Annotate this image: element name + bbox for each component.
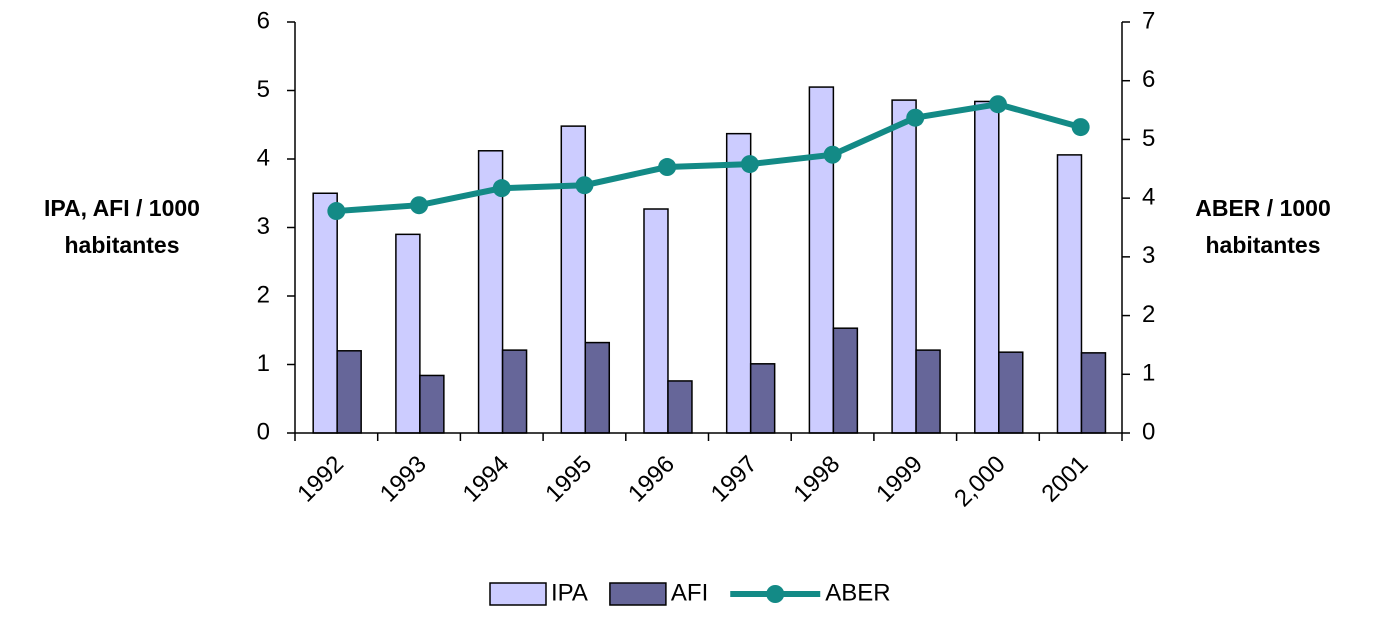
bar [1080, 352, 1107, 434]
y2-tick-label: 7 [1142, 7, 1155, 34]
bar [1056, 154, 1083, 434]
x-tick-label: 2001 [1037, 451, 1094, 508]
y-tick-label: 6 [257, 7, 270, 34]
legend-marker [766, 585, 785, 603]
y2-axis-title: ABER / 1000 [1195, 195, 1331, 221]
line-point [327, 202, 346, 221]
line-point [1071, 118, 1090, 137]
y2-tick-label: 5 [1142, 125, 1155, 152]
legend-swatch [609, 582, 667, 606]
line-point [575, 176, 594, 195]
x-tick-label: 1996 [623, 451, 680, 508]
legend-label: ABER [825, 579, 890, 606]
bar [974, 100, 1000, 434]
y-tick-label: 0 [257, 418, 270, 445]
line-point [658, 158, 677, 177]
x-tick-label: 1998 [788, 451, 845, 508]
bar [501, 349, 528, 434]
bar [808, 86, 835, 434]
y-tick-label: 2 [257, 281, 270, 308]
bar [643, 208, 669, 434]
bar [336, 350, 362, 434]
y-tick-label: 1 [257, 350, 270, 377]
y-tick-label: 4 [257, 144, 270, 171]
line [336, 101, 1082, 215]
y2-tick-label: 4 [1142, 183, 1155, 210]
bar [667, 380, 693, 434]
line-point [410, 196, 429, 215]
y2-axis-title: habitantes [1205, 232, 1320, 258]
line-point [740, 155, 759, 174]
x-tick-label: 1999 [871, 451, 928, 508]
x-tick-label: 1993 [375, 451, 432, 508]
y-axis-title: habitantes [64, 232, 179, 258]
bar [584, 341, 611, 434]
y2-tick-label: 1 [1142, 360, 1155, 387]
bar [891, 99, 917, 434]
bar [560, 125, 587, 434]
line-point [988, 95, 1007, 114]
bar [998, 351, 1024, 434]
y2-tick-label: 3 [1142, 242, 1155, 269]
bar [832, 327, 859, 434]
bar [725, 132, 752, 434]
legend-label: IPA [551, 579, 588, 606]
bar [395, 233, 421, 434]
y-axis-title: IPA, AFI / 1000 [44, 195, 200, 221]
y2-tick-label: 0 [1142, 418, 1155, 445]
x-tick-label: 1997 [706, 451, 763, 508]
bar [915, 349, 941, 434]
x-tick-label: 1992 [292, 451, 349, 508]
legend-swatch [489, 582, 547, 606]
y2-tick-label: 2 [1142, 301, 1155, 328]
y2-tick-label: 6 [1142, 66, 1155, 93]
x-tick-label: 1995 [540, 451, 597, 508]
x-tick-label: 2,000 [949, 451, 1011, 513]
y-tick-label: 3 [257, 213, 270, 240]
line-point [492, 179, 511, 198]
bar [419, 374, 445, 434]
line-point [823, 145, 842, 164]
line-point [906, 108, 925, 127]
legend-label: AFI [671, 579, 708, 606]
bar [312, 192, 338, 434]
y-tick-label: 5 [257, 76, 270, 103]
bar [749, 363, 776, 434]
x-tick-label: 1994 [458, 451, 515, 508]
